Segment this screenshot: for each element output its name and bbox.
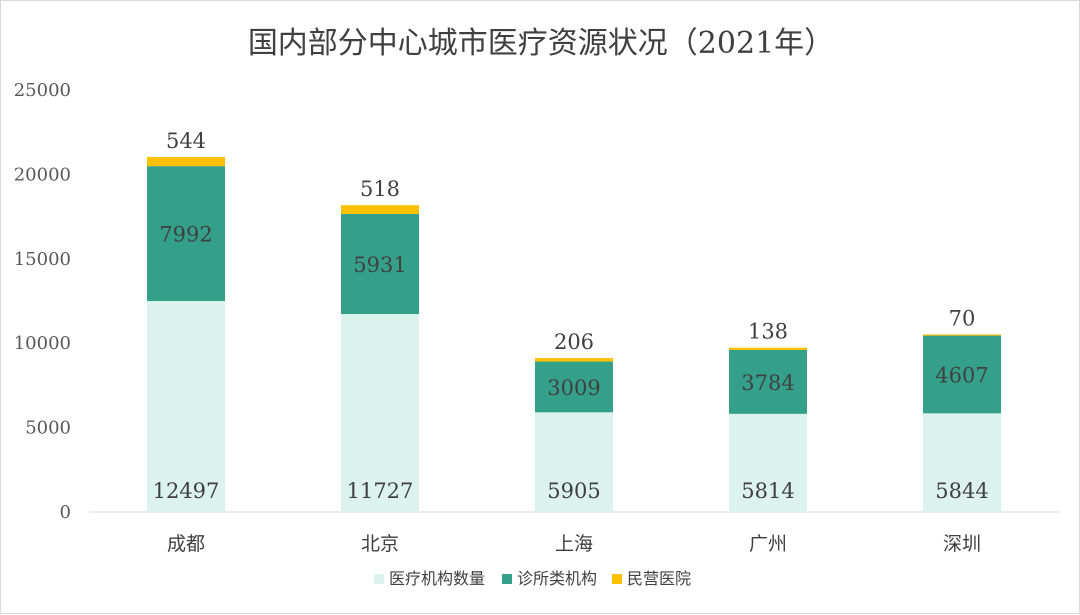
bar-segment-2-2 (341, 213, 419, 315)
bar-segment-2-5 (923, 335, 1001, 414)
legend-item: 医疗机构数量 (374, 569, 485, 588)
data-label: 7992 (159, 223, 212, 247)
x-tick-label: 成都 (167, 533, 205, 555)
y-tick-label: 10000 (14, 333, 71, 354)
bar-segment-1-4 (729, 413, 807, 512)
legend: 医疗机构数量 诊所类机构 民营医院 (374, 569, 691, 588)
data-label: 518 (360, 177, 400, 201)
bars (147, 156, 1001, 512)
bar-segment-3-5 (923, 334, 1001, 336)
y-tick-label: 20000 (14, 164, 71, 185)
data-label: 206 (554, 330, 594, 354)
bar-segment-3-3 (535, 358, 613, 362)
data-label: 5905 (547, 479, 600, 503)
y-tick-label: 25000 (14, 80, 71, 101)
legend-swatch (374, 574, 384, 584)
bar-segment-3-4 (729, 347, 807, 350)
y-tick-label: 0 (60, 502, 71, 523)
data-labels: 12497 7992 544 11727 5931 518 5905 3009 206 5814 3… (153, 129, 989, 503)
legend-label: 诊所类机构 (517, 569, 597, 588)
x-tick-label: 深圳 (943, 533, 981, 555)
data-label: 138 (748, 320, 788, 344)
bar-segment-2-4 (729, 349, 807, 414)
legend-label: 医疗机构数量 (389, 569, 485, 588)
bar-segment-2-3 (535, 361, 613, 413)
legend-swatch (612, 574, 622, 584)
bar-segment-2-1 (147, 166, 225, 302)
legend-item: 民营医院 (612, 569, 691, 588)
data-label: 3784 (741, 371, 794, 395)
y-tick-label: 5000 (25, 418, 71, 439)
x-axis: 成都 北京 上海 广州 深圳 (89, 511, 1059, 555)
legend-label: 民营医院 (627, 569, 691, 588)
y-axis: 0 5000 10000 15000 20000 25000 (14, 80, 71, 523)
bar-segment-3-1 (147, 156, 225, 167)
x-tick-label: 上海 (555, 533, 593, 555)
legend-item: 诊所类机构 (502, 569, 597, 588)
x-tick-label: 广州 (749, 533, 787, 555)
x-tick-label: 北京 (361, 533, 399, 555)
data-label: 5844 (935, 479, 988, 503)
legend-swatch (502, 574, 512, 584)
data-label: 5814 (741, 479, 794, 503)
data-label: 70 (949, 306, 976, 330)
data-label: 12497 (153, 479, 220, 503)
data-label: 11727 (347, 479, 414, 503)
data-label: 544 (166, 129, 206, 153)
bar-segment-1-5 (923, 413, 1001, 512)
data-label: 4607 (935, 363, 988, 387)
bar-segment-1-3 (535, 412, 613, 512)
bar-segment-1-2 (341, 314, 419, 512)
chart-title: 国内部分中心城市医疗资源状况（2021年） (248, 26, 834, 61)
data-label: 5931 (353, 253, 406, 277)
data-label: 3009 (547, 376, 600, 400)
bar-segment-1-1 (147, 301, 225, 512)
bar-segment-3-2 (341, 205, 419, 214)
y-tick-label: 15000 (14, 249, 71, 270)
